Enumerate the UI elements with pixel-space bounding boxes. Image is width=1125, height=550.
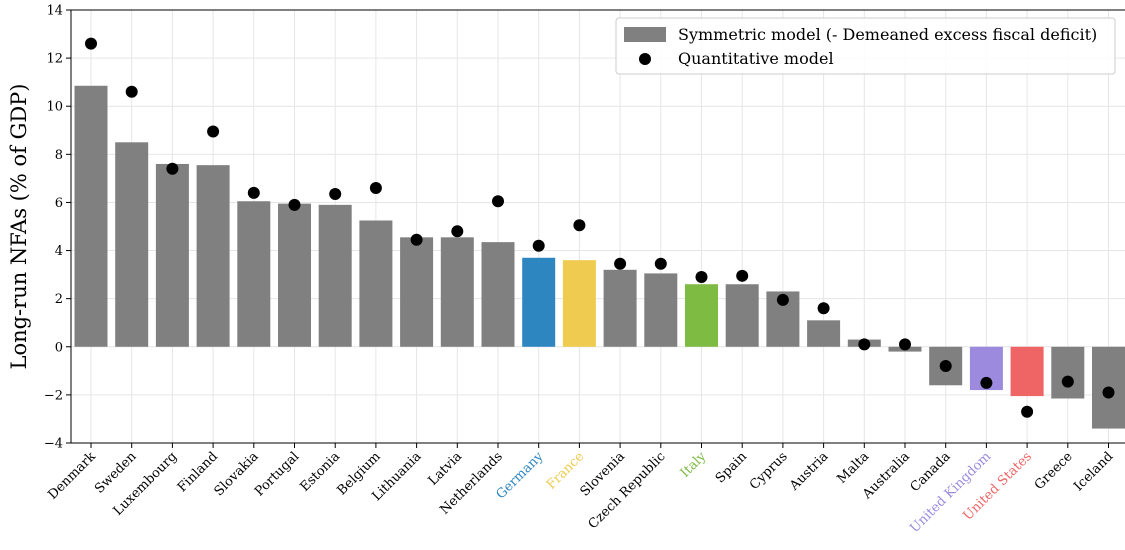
data-point [654,257,667,270]
x-tick-label: Spain [713,449,751,487]
points [85,37,1115,418]
bars [74,85,1125,429]
data-point [736,269,749,282]
y-tick-label: 2 [55,292,63,307]
x-tick-label: Czech Republic [586,449,669,532]
data-point [776,293,789,306]
y-axis-label: Long-run NFAs (% of GDP) [7,83,31,369]
legend: Symmetric model (- Demeaned excess fisca… [615,17,1116,75]
bar [1051,346,1085,399]
legend-bar-label: Symmetric model (- Demeaned excess fisca… [678,25,1097,44]
data-point [573,219,586,232]
data-point [410,233,423,246]
y-tick-label: 8 [55,148,63,163]
data-point [1102,386,1115,399]
y-tick-label: 10 [46,100,63,115]
legend-bar-swatch [624,27,666,42]
x-tick-label: Malta [835,449,873,487]
y-tick-label: 12 [46,52,63,67]
bar [685,284,718,347]
data-point [207,125,220,138]
data-point [451,225,464,238]
x-tick-label: Iceland [1071,449,1116,494]
bar [237,201,271,347]
x-tick-label: Cyprus [747,449,791,493]
data-point [329,188,342,201]
legend-dot-swatch [639,53,651,65]
x-tick-label: Denmark [45,449,99,503]
data-point [247,186,260,199]
x-tick-label: Portugal [252,449,302,499]
bar [115,142,149,347]
bar [644,273,678,347]
bar [155,163,189,347]
bar [562,260,596,347]
data-point [369,182,382,195]
bar [318,204,352,347]
data-point [899,338,911,351]
y-tick-labels: −4 −2 0 2 4 6 8 10 12 14 [44,4,63,452]
data-point [85,37,97,50]
data-point [532,239,545,252]
legend-box [615,17,1116,75]
data-point [492,195,504,208]
data-point [1061,375,1074,388]
y-tick-label: 14 [46,4,63,19]
data-point [1021,405,1034,418]
legend-dot-label: Quantitative model [678,49,834,68]
data-point [939,360,952,373]
x-tick-labels: DenmarkSwedenLuxembourgFinlandSlovakiaPo… [45,449,1116,536]
data-point [817,302,830,315]
y-tick-label: 4 [55,244,63,259]
bar [603,269,637,347]
data-point [980,376,993,389]
bar [522,257,556,347]
bar [278,203,311,347]
bar [807,320,841,347]
y-tick-label: 0 [55,340,63,355]
y-tick-label: −2 [44,388,63,403]
axes [66,9,1125,448]
bar [481,242,515,347]
data-point [288,198,301,211]
x-tick-label: Austria [786,449,831,494]
bar [725,284,759,347]
data-point [614,257,627,270]
bar [359,220,393,347]
bar [440,237,474,347]
data-point [858,338,871,351]
y-tick-label: 6 [55,196,63,211]
data-point [125,85,138,98]
y-tick-label: −4 [44,437,63,452]
x-tick-label: Greece [1032,449,1076,493]
bar [196,165,230,347]
bar [1010,346,1044,397]
x-tick-label: Italy [678,449,710,481]
x-tick-label: Latvia [426,449,466,489]
data-point [695,271,708,284]
data-point [166,162,179,175]
bar [400,237,434,347]
bar [74,85,108,347]
